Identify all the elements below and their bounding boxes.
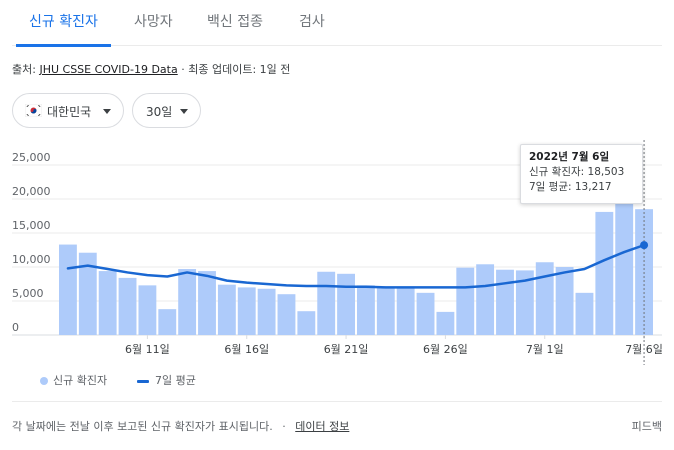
bar[interactable] bbox=[118, 277, 137, 335]
bar[interactable] bbox=[357, 285, 375, 335]
average-point[interactable] bbox=[640, 241, 649, 250]
data-info-link[interactable]: 데이터 정보 bbox=[295, 420, 350, 433]
y-tick-label: 5,000 bbox=[12, 287, 44, 300]
x-tick-label: 7월 1일 bbox=[526, 342, 564, 356]
y-tick-label: 10,000 bbox=[12, 253, 51, 266]
tab-vaccination[interactable]: 백신 접종 bbox=[207, 14, 263, 30]
bar[interactable] bbox=[575, 292, 594, 335]
bar[interactable] bbox=[436, 311, 455, 335]
source-prefix: 출처: bbox=[12, 63, 40, 76]
x-tick-label: 6월 11일 bbox=[125, 342, 170, 356]
legend-line-swatch bbox=[137, 380, 149, 383]
chart-tooltip: 2022년 7월 6일 신규 확진자: 18,503 7일 평균: 13,217 bbox=[520, 144, 643, 204]
tooltip-cases: 신규 확진자: 18,503 bbox=[529, 166, 625, 178]
tooltip-date: 2022년 7월 6일 bbox=[529, 151, 610, 163]
tab-deaths[interactable]: 사망자 bbox=[134, 14, 173, 30]
bar[interactable] bbox=[456, 267, 475, 335]
x-tick-label: 6월 26일 bbox=[423, 342, 468, 356]
bar[interactable] bbox=[317, 271, 336, 335]
bar[interactable] bbox=[396, 286, 415, 335]
y-tick-label: 25,000 bbox=[12, 151, 51, 164]
bar[interactable] bbox=[178, 269, 197, 335]
chart: 0 5,000 10,000 15,000 20,000 25,000 6월 11일 6월 1… bbox=[12, 140, 663, 365]
bar[interactable] bbox=[78, 252, 97, 335]
bar[interactable] bbox=[59, 244, 77, 335]
legend-bar-label: 신규 확진자 bbox=[53, 374, 108, 387]
tooltip-average: 7일 평균: 13,217 bbox=[529, 181, 612, 193]
y-tick-label: 15,000 bbox=[12, 219, 51, 232]
bar[interactable] bbox=[277, 294, 296, 335]
x-tick-label: 6월 16일 bbox=[224, 342, 269, 356]
bar[interactable] bbox=[198, 271, 216, 335]
bar[interactable] bbox=[98, 271, 117, 335]
x-tick-label: 6월 21일 bbox=[324, 342, 369, 356]
bar[interactable] bbox=[615, 203, 634, 335]
bar[interactable] bbox=[416, 292, 435, 335]
bar[interactable] bbox=[515, 270, 534, 335]
korea-flag-icon bbox=[25, 104, 42, 117]
last-updated: 최종 업데이트: 1일 전 bbox=[188, 63, 291, 76]
footer-divider bbox=[12, 401, 662, 402]
feedback-link[interactable]: 피드백 bbox=[631, 420, 662, 433]
bar[interactable] bbox=[535, 262, 554, 335]
bar[interactable] bbox=[217, 284, 236, 335]
period-label: 30일 bbox=[146, 105, 173, 119]
country-dropdown[interactable]: 대한민국 bbox=[12, 93, 124, 128]
y-tick-label: 0 bbox=[12, 321, 19, 334]
source-separator: · bbox=[177, 63, 189, 76]
source-line: 출처: JHU CSSE COVID-19 Data · 최종 업데이트: 1일… bbox=[12, 61, 290, 77]
footer-text: 각 날짜에는 전날 이후 보고된 신규 확진자가 표시됩니다. bbox=[12, 420, 273, 433]
bar[interactable] bbox=[337, 273, 355, 335]
bar[interactable] bbox=[595, 211, 614, 335]
bar[interactable] bbox=[555, 267, 574, 335]
y-tick-label: 20,000 bbox=[12, 185, 51, 198]
bar[interactable] bbox=[237, 287, 256, 335]
average-line bbox=[66, 243, 646, 289]
footer-separator: · bbox=[282, 420, 286, 433]
tab-testing[interactable]: 검사 bbox=[299, 14, 325, 30]
source-link[interactable]: JHU CSSE COVID-19 Data bbox=[39, 63, 178, 76]
bar[interactable] bbox=[297, 311, 316, 335]
chevron-down-icon bbox=[103, 109, 111, 114]
period-dropdown[interactable]: 30일 bbox=[132, 93, 201, 128]
bar[interactable] bbox=[257, 288, 276, 335]
bar[interactable] bbox=[138, 285, 157, 335]
tab-bar: 신규 확진자 사망자 백신 접종 검사 bbox=[12, 0, 662, 47]
country-label: 대한민국 bbox=[47, 105, 92, 119]
bar[interactable] bbox=[476, 264, 495, 335]
bar[interactable] bbox=[496, 269, 514, 335]
chevron-down-icon bbox=[180, 109, 188, 114]
footer-note: 각 날짜에는 전날 이후 보고된 신규 확진자가 표시됩니다. · 데이터 정보 bbox=[12, 418, 349, 434]
legend-line-label: 7일 평균 bbox=[155, 374, 196, 387]
bar[interactable] bbox=[158, 309, 177, 335]
bar[interactable] bbox=[376, 286, 395, 335]
legend-bar-swatch bbox=[40, 377, 48, 385]
tab-new-cases[interactable]: 신규 확진자 bbox=[16, 0, 111, 47]
